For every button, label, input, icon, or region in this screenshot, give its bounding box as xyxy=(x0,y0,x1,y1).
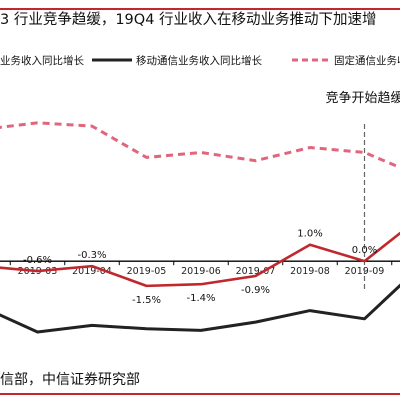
data-label: -1.4% xyxy=(186,293,215,304)
data-label: -0.6% xyxy=(23,255,52,266)
x-tick-label: 2019-06 xyxy=(181,266,221,277)
x-tick-label: 2019-04 xyxy=(72,266,112,277)
data-label: -1.5% xyxy=(132,295,161,306)
series-line-3 xyxy=(0,121,400,170)
x-tick-label: 2019-05 xyxy=(127,266,167,277)
data-label: -0.9% xyxy=(241,285,270,296)
chart-title: 3 行业竞争趋缓，19Q4 行业收入在移动业务推动下加速增 xyxy=(0,12,377,28)
series-line-2 xyxy=(0,283,400,334)
bottom-rule xyxy=(0,393,400,395)
annotation-label: 竞争开始趋缓 xyxy=(325,90,400,106)
legend-label: 移动通信业务收入同比增长 xyxy=(136,54,262,67)
source-note: 信部，中信证券研究部 xyxy=(0,372,140,388)
x-tick-label: 2019-07 xyxy=(236,266,276,277)
x-tick-label: 2019-08 xyxy=(290,266,330,277)
data-label: 1.0% xyxy=(297,229,322,240)
data-label: 0.0% xyxy=(352,245,377,256)
data-label: -0.3% xyxy=(77,250,106,261)
legend-label: 固定通信业务收入同比增长 xyxy=(334,54,400,67)
series-line-1 xyxy=(0,231,400,288)
top-rule xyxy=(0,8,400,10)
legend-label: 业务收入同比增长 xyxy=(0,54,84,67)
